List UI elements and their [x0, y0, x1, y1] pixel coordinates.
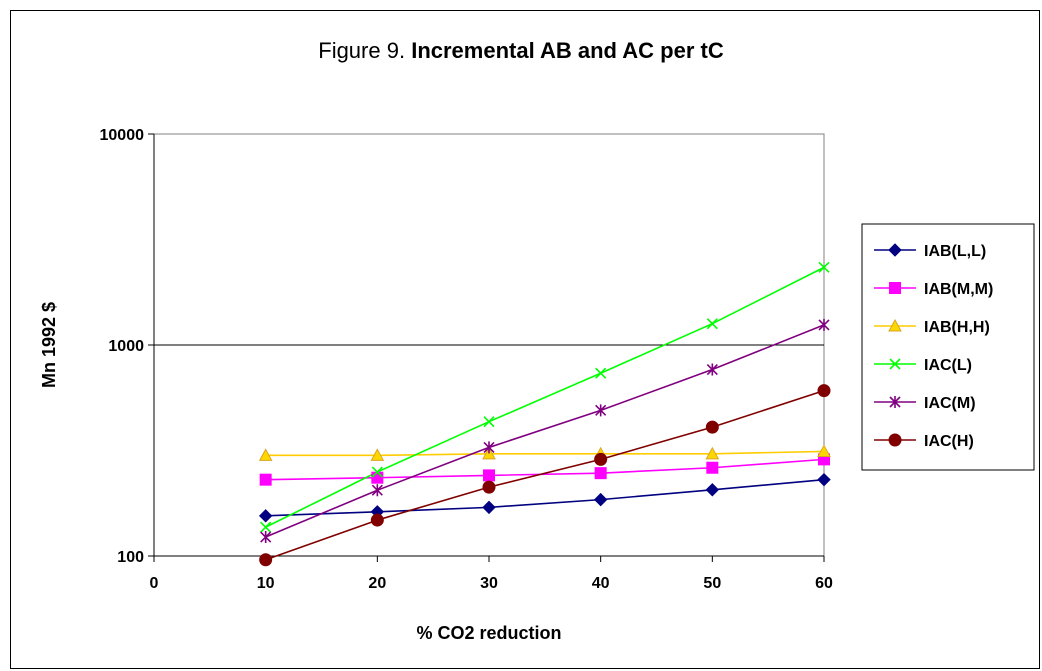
- axes: 100 1000 10000 0 10 20 30 40 50 60: [100, 127, 834, 592]
- x-tick-label: 30: [480, 575, 498, 592]
- data-point-s5-4: [595, 404, 607, 417]
- data-point-s3-5: [705, 446, 720, 460]
- data-point-s1-4: [593, 492, 608, 507]
- title-main: Incremental AB and AC per tC: [411, 38, 724, 63]
- legend-label-4: IAC(L): [924, 357, 972, 374]
- x-tick-label: 50: [703, 575, 721, 592]
- y-tick-label: 100: [117, 549, 144, 566]
- x-axis-label: % CO2 reduction: [416, 623, 561, 643]
- series-line-6: [265, 389, 825, 561]
- legend-marker-1: [888, 243, 902, 257]
- data-point-s3-2: [370, 448, 385, 461]
- data-point-s1-6: [817, 472, 831, 487]
- x-tick-label: 20: [368, 575, 386, 592]
- data-point-s1-3: [482, 500, 496, 515]
- legend-marker-3: [888, 318, 902, 332]
- data-point-s6-1: [259, 553, 273, 567]
- y-tick-label: 1000: [108, 338, 144, 355]
- x-tick-label: 40: [592, 575, 610, 592]
- data-point-s4-6: [818, 261, 830, 273]
- legend-marker-4: [889, 358, 901, 370]
- data-point-s1-5: [705, 483, 720, 497]
- data-point-s6-3: [482, 480, 496, 494]
- data-point-s3-6: [817, 444, 831, 457]
- legend-label-2: IAB(M,M): [924, 281, 993, 298]
- data-point-s2-1: [259, 473, 272, 486]
- x-tick-label: 10: [257, 575, 275, 592]
- data-point-s5-2: [371, 484, 383, 497]
- series-line-5: [265, 324, 825, 538]
- x-tick-label: 60: [815, 575, 833, 592]
- y-tick-label: 10000: [100, 127, 145, 144]
- legend: IAB(L,L) IAB(M,M) IAB(H,H) IAC(L) IAC(M) IAC(…: [861, 223, 1035, 471]
- series-line-1: [265, 478, 825, 517]
- data-point-s4-4: [595, 367, 607, 379]
- data-point-s1-1: [258, 509, 273, 523]
- data-point-s5-1: [260, 531, 272, 544]
- legend-label-3: IAB(H,H): [924, 319, 990, 336]
- chart-title: Figure 9. Incremental AB and AC per tC: [0, 38, 1042, 64]
- series-markers: [258, 261, 831, 567]
- data-point-s2-4: [594, 467, 607, 480]
- data-point-s2-5: [706, 461, 719, 474]
- x-tick-label: 0: [150, 575, 159, 592]
- series-line-3: [265, 450, 825, 457]
- data-point-s3-1: [258, 448, 273, 461]
- series-lines: [265, 266, 825, 561]
- data-point-s5-3: [483, 441, 495, 454]
- series-line-2: [265, 458, 825, 481]
- legend-marker-2: [889, 282, 901, 294]
- data-point-s4-5: [706, 318, 718, 330]
- data-point-s6-2: [370, 513, 384, 527]
- data-point-s4-3: [483, 416, 495, 428]
- data-point-s6-5: [705, 420, 719, 434]
- data-point-s5-5: [706, 363, 718, 376]
- legend-label-5: IAC(M): [924, 395, 976, 412]
- data-point-s2-2: [371, 471, 384, 484]
- legend-label-1: IAB(L,L): [924, 243, 986, 260]
- data-point-s6-4: [594, 452, 608, 466]
- data-point-s5-6: [818, 318, 830, 331]
- data-point-s4-2: [371, 466, 383, 478]
- data-point-s6-6: [817, 384, 831, 398]
- data-point-s2-3: [483, 469, 495, 482]
- data-point-s4-1: [260, 521, 272, 533]
- legend-marker-5: [889, 396, 901, 408]
- title-prefix: Figure 9.: [318, 38, 406, 63]
- series-line-4: [265, 266, 825, 528]
- legend-label-6: IAC(H): [924, 433, 974, 450]
- legend-marker-6: [888, 433, 902, 447]
- legend-box: [861, 223, 1035, 471]
- y-axis-label: Mn 1992 $: [39, 302, 59, 388]
